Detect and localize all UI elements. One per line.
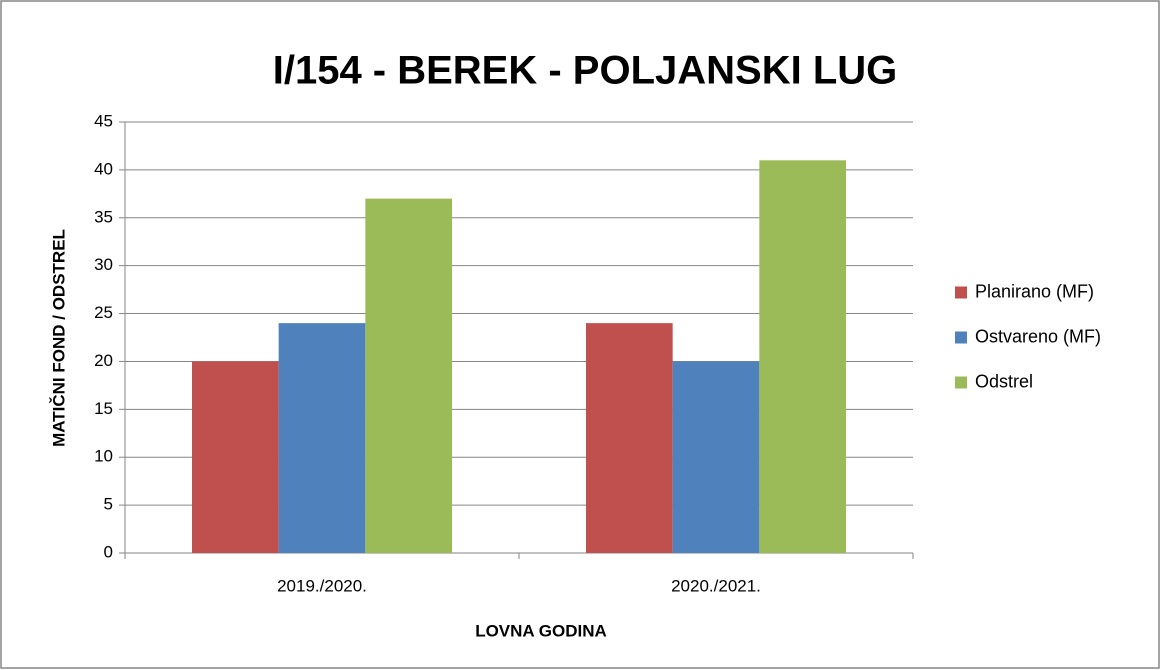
- x-tick-label: 2019./2020.: [277, 576, 367, 595]
- legend-label: Ostvareno (MF): [975, 326, 1101, 346]
- x-tick-label: 2020./2021.: [671, 576, 761, 595]
- legend-label: Odstrel: [975, 371, 1033, 391]
- y-tick-label: 25: [94, 303, 113, 322]
- y-tick-label: 45: [94, 111, 113, 130]
- y-tick-label: 5: [104, 495, 113, 514]
- bar: [278, 323, 366, 553]
- y-tick-label: 35: [94, 207, 113, 226]
- x-axis-label: LOVNA GODINA: [475, 621, 607, 640]
- y-tick-label: 10: [94, 447, 113, 466]
- y-tick-label: 20: [94, 351, 113, 370]
- bar: [365, 198, 453, 553]
- y-tick-label: 30: [94, 255, 113, 274]
- chart-title: I/154 - BEREK - POLJANSKI LUG: [273, 49, 898, 93]
- bar: [759, 160, 847, 554]
- legend-swatch: [955, 331, 967, 344]
- y-tick-label: 0: [104, 542, 113, 561]
- bar: [672, 361, 760, 553]
- y-tick-label: 15: [94, 399, 113, 418]
- bar: [191, 361, 279, 553]
- bar: [585, 323, 673, 553]
- legend-swatch: [955, 376, 967, 389]
- y-axis-label: MATIČNI FOND / ODSTREL: [49, 229, 68, 447]
- legend-swatch: [955, 286, 967, 299]
- y-tick-label: 40: [94, 159, 113, 178]
- legend-label: Planirano (MF): [975, 281, 1094, 301]
